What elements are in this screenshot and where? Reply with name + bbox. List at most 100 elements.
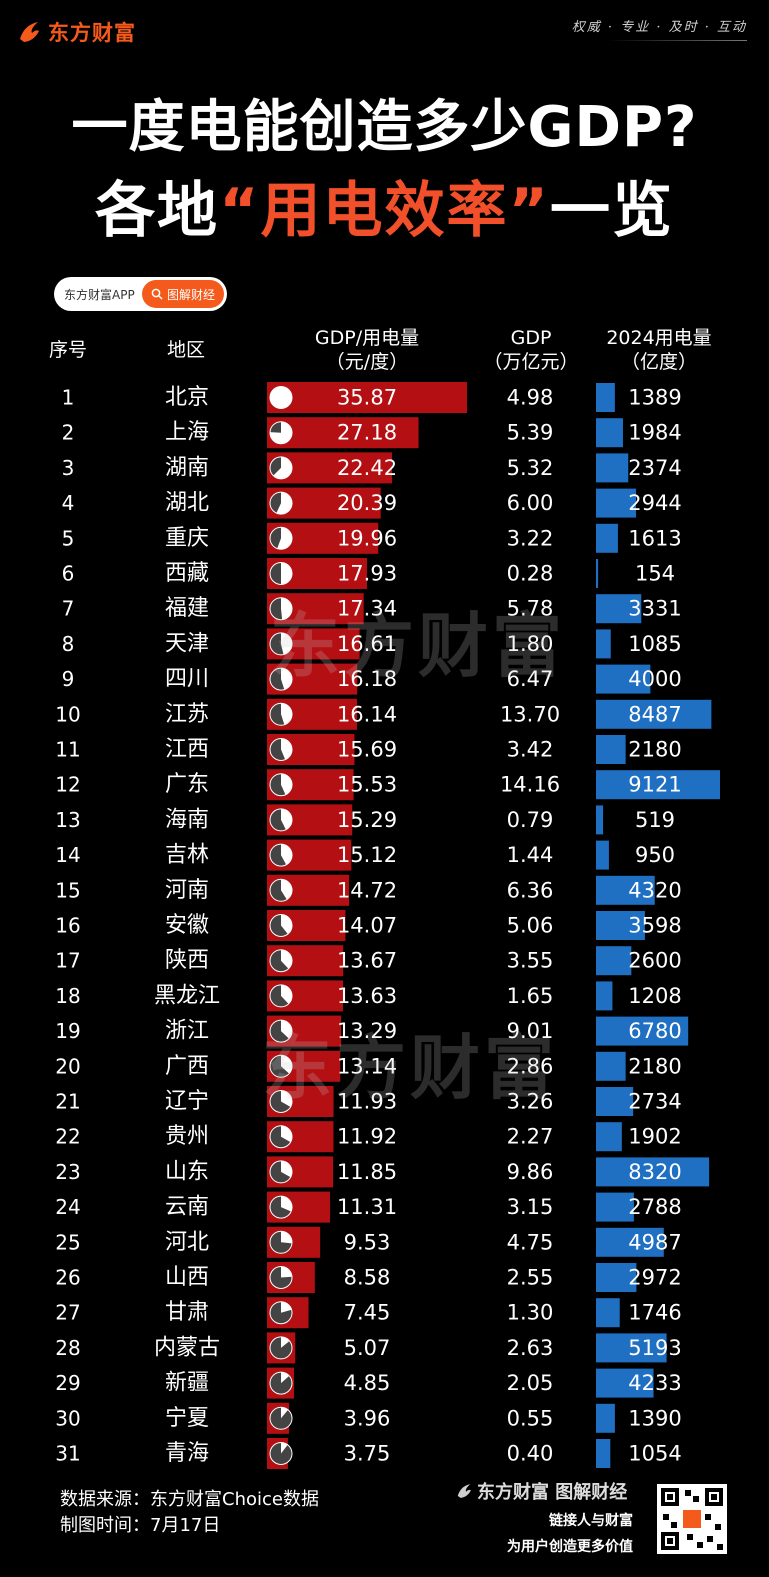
row-index-28: 28 [55,1336,80,1360]
gdp-label-12: 14.16 [500,773,560,797]
electricity-bar-21 [596,1087,634,1116]
row-index-20: 20 [55,1054,80,1078]
row-index-7: 7 [62,597,75,621]
row-region-2: 上海 [165,420,209,445]
footer-slogan-2: 为用户创造更多价值 [507,1539,633,1555]
electricity-bar-31 [596,1439,611,1468]
gdp-label-26: 2.55 [507,1266,554,1290]
row-region-18: 黑龙江 [154,983,220,1008]
electricity-label-9: 4000 [628,667,681,691]
electricity-label-31: 1054 [628,1442,681,1466]
row-index-27: 27 [55,1301,80,1325]
gdp-label-13: 0.79 [507,808,554,832]
electricity-label-12: 9121 [628,773,681,797]
row-region-4: 湖北 [165,491,209,516]
row-index-21: 21 [55,1090,80,1114]
pie-fill-21 [281,1090,293,1107]
electricity-bar-28 [596,1333,667,1363]
row-region-7: 福建 [165,596,209,621]
ratio-label-12: 15.53 [337,773,397,797]
row-index-19: 19 [55,1019,80,1043]
row-index-24: 24 [55,1195,80,1219]
pie-fill-5 [277,527,292,550]
row-index-8: 8 [62,632,75,656]
pie-fill-30 [281,1407,289,1419]
electricity-bar-26 [596,1263,637,1292]
search-button[interactable]: 图解财经 [142,280,224,308]
pie-fill-27 [281,1301,292,1313]
electricity-label-21: 2734 [628,1090,681,1114]
gdp-label-19: 9.01 [507,1019,554,1043]
header-elec-line2: （亿度） [620,351,697,373]
gdp-label-28: 2.63 [507,1336,554,1360]
electricity-bar-23 [596,1157,710,1187]
electricity-label-28: 5193 [628,1336,681,1360]
row-index-14: 14 [55,843,80,867]
electricity-bar-12 [596,770,720,800]
footer-slogan-1: 链接人与财富 [549,1513,633,1529]
pie-fill-29 [281,1372,290,1384]
pie-fill-19 [281,1020,292,1039]
ratio-bar-1 [267,382,467,413]
electricity-label-25: 4987 [628,1230,681,1254]
subtitle-highlight: “用电效率” [219,176,550,246]
gdp-label-11: 3.42 [507,738,554,762]
ratio-label-3: 22.42 [337,456,397,480]
app-pill[interactable]: 东方财富APP 图解财经 [54,277,227,311]
gdp-label-8: 1.80 [507,632,554,656]
pie-fill-1 [270,386,292,409]
ratio-label-26: 8.58 [344,1266,391,1290]
pie-fill-12 [281,773,293,795]
ratio-label-17: 13.67 [337,949,397,973]
electricity-label-18: 1208 [628,984,681,1008]
electricity-label-29: 4233 [628,1371,681,1395]
row-region-5: 重庆 [165,526,209,551]
ratio-label-5: 19.96 [337,526,397,550]
electricity-bar-22 [596,1122,622,1152]
row-index-25: 25 [55,1230,80,1254]
gdp-label-25: 4.75 [507,1230,554,1254]
row-region-3: 湖南 [165,455,209,480]
row-index-16: 16 [55,914,80,938]
ratio-label-18: 13.63 [337,984,397,1008]
electricity-bar-15 [596,875,655,905]
electricity-label-1: 1389 [628,386,681,410]
row-region-12: 广东 [165,772,209,797]
row-region-14: 吉林 [165,843,209,868]
pie-fill-20 [281,1055,292,1074]
header-ratio: GDP/用电量 （元/度） [282,326,452,374]
gdp-label-6: 0.28 [507,562,554,586]
electricity-bar-14 [596,840,609,870]
qr-code[interactable] [657,1484,727,1554]
row-index-29: 29 [55,1371,80,1395]
electricity-bar-18 [596,981,613,1011]
chart-date: 制图时间：7月17日 [60,1515,221,1536]
row-region-8: 天津 [165,631,209,656]
subtitle-post: 一览 [549,176,674,246]
electricity-bar-2 [596,418,623,448]
pie-fill-4 [276,492,293,515]
row-index-4: 4 [62,491,75,515]
electricity-label-6: 154 [635,562,675,586]
pie-fill-11 [281,738,292,760]
ratio-label-7: 17.34 [337,597,397,621]
app-name: 东方财富APP [64,287,135,302]
gdp-label-2: 5.39 [507,421,554,445]
row-index-2: 2 [62,421,75,445]
gdp-label-17: 3.55 [507,949,554,973]
electricity-label-26: 2972 [628,1266,681,1290]
gdp-label-7: 5.78 [507,597,554,621]
ratio-label-19: 13.29 [337,1019,397,1043]
ratio-label-11: 15.69 [337,738,397,762]
row-index-30: 30 [55,1406,80,1430]
row-index-6: 6 [62,562,75,586]
electricity-label-24: 2788 [628,1195,681,1219]
ratio-label-31: 3.75 [344,1442,391,1466]
row-region-9: 四川 [165,667,209,692]
header-gdp-line1: GDP [510,327,552,349]
gdp-label-20: 2.86 [507,1054,554,1078]
row-region-24: 云南 [165,1195,209,1220]
ratio-label-30: 3.96 [344,1406,391,1430]
gdp-label-23: 9.86 [507,1160,554,1184]
